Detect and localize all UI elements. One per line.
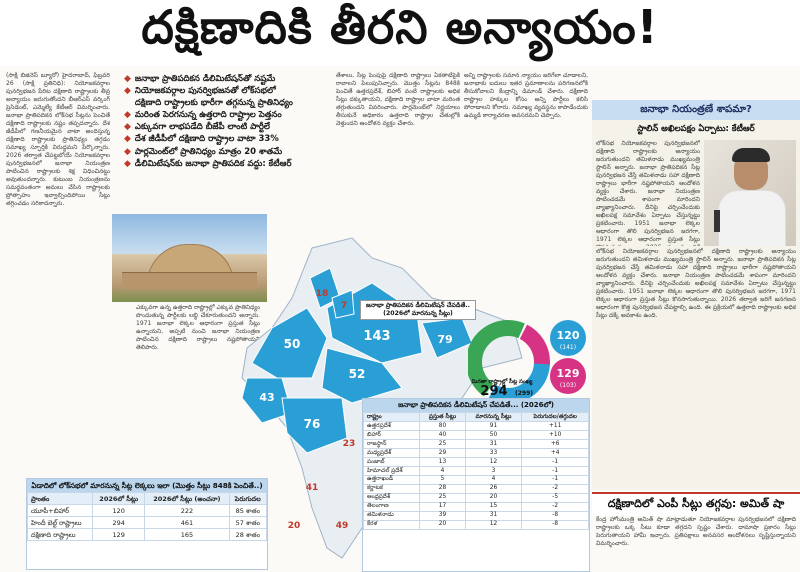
- bullet-item: ◆ పార్లమెంట్‌లో ప్రాతినిధ్యం మాత్రం 20 శా…: [124, 146, 283, 157]
- table-row: తమిళనాడు 39 31 -8: [363, 510, 589, 521]
- highlights-list: ◆ జనాభా ప్రాతిపదికన డీలిమిటేషన్‌తో నష్టమే…: [124, 74, 334, 214]
- diamond-bullet-icon: ◆: [124, 158, 131, 169]
- donut-center-total: 294: [480, 384, 508, 399]
- table-header-row: రాష్ట్రం ప్రస్తుత సీట్లు మారనున్న సీట్లు పె…: [363, 412, 589, 422]
- state-label: 50: [284, 337, 301, 351]
- bullet-item: ◆ డీలిమిటేషన్‌కు జనాభా ప్రాతిపదిక వద్దు: …: [124, 158, 292, 169]
- table2-title: జనాభా ప్రాతిపదికన డీలిమిటేషన్ చేపడితే...…: [363, 399, 589, 412]
- donut-center-prev: (299): [514, 390, 533, 397]
- map-banner: జనాభా ప్రాతిపదికన డీలిమిటేషన్ చేపడితే.. …: [360, 300, 476, 320]
- table-row: ఉత్తరాఖండ్ 5 4 -1: [363, 474, 589, 485]
- donut-b-value: 129: [557, 367, 580, 380]
- sidebar2-title: దక్షిణాదిలో ఎంపీ సీట్లు తగ్గవు: అమిత్ షా: [592, 492, 800, 516]
- sidebar-text: లోక్‌సభ నియోజకవర్గాల పునర్విభజనలో దక్షిణ…: [596, 140, 700, 246]
- sidebar-title: జనాభా నియంత్రణే శాపమా?: [592, 100, 800, 120]
- diamond-bullet-icon: ◆: [124, 86, 131, 97]
- state-label: 79: [437, 333, 452, 346]
- seat-donut-chart: 120 (141) 129 (103): [468, 320, 586, 404]
- table-title: ఏడాదిలో లోక్‌సభలో మారనున్న సీట్ల లెక్కలు…: [27, 479, 267, 492]
- table-row: రాజస్థాన్ 25 31 +6: [363, 438, 589, 449]
- table-row: బిహార్ 40 50 +10: [363, 429, 589, 440]
- diamond-bullet-icon: ◆: [124, 110, 131, 121]
- state-seat-table: జనాభా ప్రాతిపదికన డీలిమిటేషన్ చేపడితే...…: [362, 398, 590, 572]
- donut-b: [550, 358, 586, 394]
- diamond-bullet-icon: ◆: [124, 146, 131, 157]
- state-label: 18: [316, 289, 329, 299]
- table-row: పంజాబ్ 13 12 -1: [363, 456, 589, 467]
- diamond-bullet-icon: ◆: [124, 122, 131, 133]
- table: రాష్ట్రం ప్రస్తుత సీట్లు మారనున్న సీట్లు పె…: [363, 412, 589, 530]
- table-row: ఉత్తరప్రదేశ్ 80 91 +11: [363, 420, 589, 431]
- state-label: 43: [259, 391, 274, 404]
- state-label: 76: [304, 417, 321, 431]
- state-label: 7: [341, 301, 347, 311]
- donut-b-prev: (103): [560, 382, 576, 389]
- table-row: దక్షిణాది రాష్ట్రాలు 129 165 28 శాతం: [26, 528, 268, 541]
- bullet-item: ◆దక్షిణాది రాష్ట్రాలకు భారీగా తగ్గనున్న …: [134, 98, 293, 109]
- state-label: 23: [343, 439, 356, 449]
- seat-projection-table: ఏడాదిలో లోక్‌సభలో మారనున్న సీట్ల లెక్కలు…: [26, 478, 268, 570]
- table-row: యూపీ+బిహార్ 120 222 85 శాతం: [26, 504, 268, 517]
- table-row: కర్ణాటక 28 26 -2: [363, 483, 589, 494]
- table-row: ఆంధ్రప్రదేశ్ 25 20 -5: [363, 492, 589, 503]
- table-row: మధ్యప్రదేశ్ 29 33 +4: [363, 447, 589, 458]
- table-row: హిందీ బెల్ట్ రాష్ట్రాలు 294 461 57 శాతం: [26, 516, 268, 529]
- sidebar-text-lower: లోక్‌సభ నియోజకవర్గాల పునర్విభజనలో దక్షిణ…: [596, 248, 796, 319]
- diamond-bullet-icon: ◆: [124, 134, 131, 145]
- diamond-bullet-icon: ◆: [124, 74, 131, 84]
- politician-photo: [704, 140, 796, 246]
- state-label: 49: [336, 521, 349, 531]
- state-label: 52: [349, 367, 366, 381]
- article-column-mid: తేశాలు, సీట్ల పెంపుపై దక్షిణాది రాష్ట్రా…: [336, 72, 460, 127]
- state-label: 20: [288, 521, 301, 531]
- sidebar-subtitle: స్టాలిన్ అఖిలపక్షం ఏర్పాటు: కేటీఆర్: [637, 124, 755, 134]
- article-column-left: (సాక్షి బిజినెస్ బ్యూరో) హైదరాబాద్, ఫిబ్…: [6, 72, 110, 207]
- table-header-row: ప్రాంతం 2026లో సీట్లు 2026లో సీట్లు (అంచనా…: [26, 492, 268, 505]
- bullet-item: ◆ మరింత పెరగనున్న ఉత్తరాది రాష్ట్రాల పెత్…: [124, 110, 282, 121]
- table-row: కేరళ 20 12 -8: [363, 519, 589, 530]
- article-column-right: అన్ని రాష్ట్రాలకు సమాన న్యాయం జరిగేలా చూ…: [464, 72, 588, 119]
- donut-a-value: 120: [557, 329, 580, 342]
- article-column-mid2: ఎక్కువగా ఉన్న ఉత్తరాది రాష్ట్రాల్లో ఎక్క…: [136, 304, 260, 351]
- donut-note: మిగతా రాష్ట్రాల్లో సీట్ల సంఖ్య: [471, 379, 533, 385]
- bullet-item: ◆ ఎక్కువగా లాభపడేది బీజేపీ లాంటి పార్టీలే: [124, 122, 270, 133]
- headline: దక్షిణాదికి తీరని అన్యాయం!: [0, 0, 800, 66]
- parliament-photo: [112, 214, 267, 302]
- table: ప్రాంతం 2026లో సీట్లు 2026లో సీట్లు (అంచనా…: [26, 492, 268, 541]
- state-label: 41: [306, 483, 319, 493]
- donut-a: [550, 320, 586, 356]
- table-row: హిమాచల్ ప్రదేశ్ 4 3 -1: [363, 465, 589, 476]
- sidebar2-text: కేంద్ర హోంమంత్రి అమిత్ షా మాట్లాడుతూ నియ…: [596, 516, 796, 547]
- bullet-item: ◆ దేశ జీడీపీలో దక్షిణాది రాష్ట్రాల వాటా 3…: [124, 134, 279, 145]
- bullet-item: ◆ నియోజకవర్గాల పునర్విభజనతో లోక్‌సభలో: [124, 86, 276, 97]
- donut-a-prev: (141): [560, 344, 576, 351]
- bullet-item: ◆ జనాభా ప్రాతిపదికన డీలిమిటేషన్‌తో నష్టమే: [124, 74, 276, 84]
- table-row: తెలంగాణ 17 15 -2: [363, 501, 589, 512]
- state-label: 143: [363, 329, 390, 344]
